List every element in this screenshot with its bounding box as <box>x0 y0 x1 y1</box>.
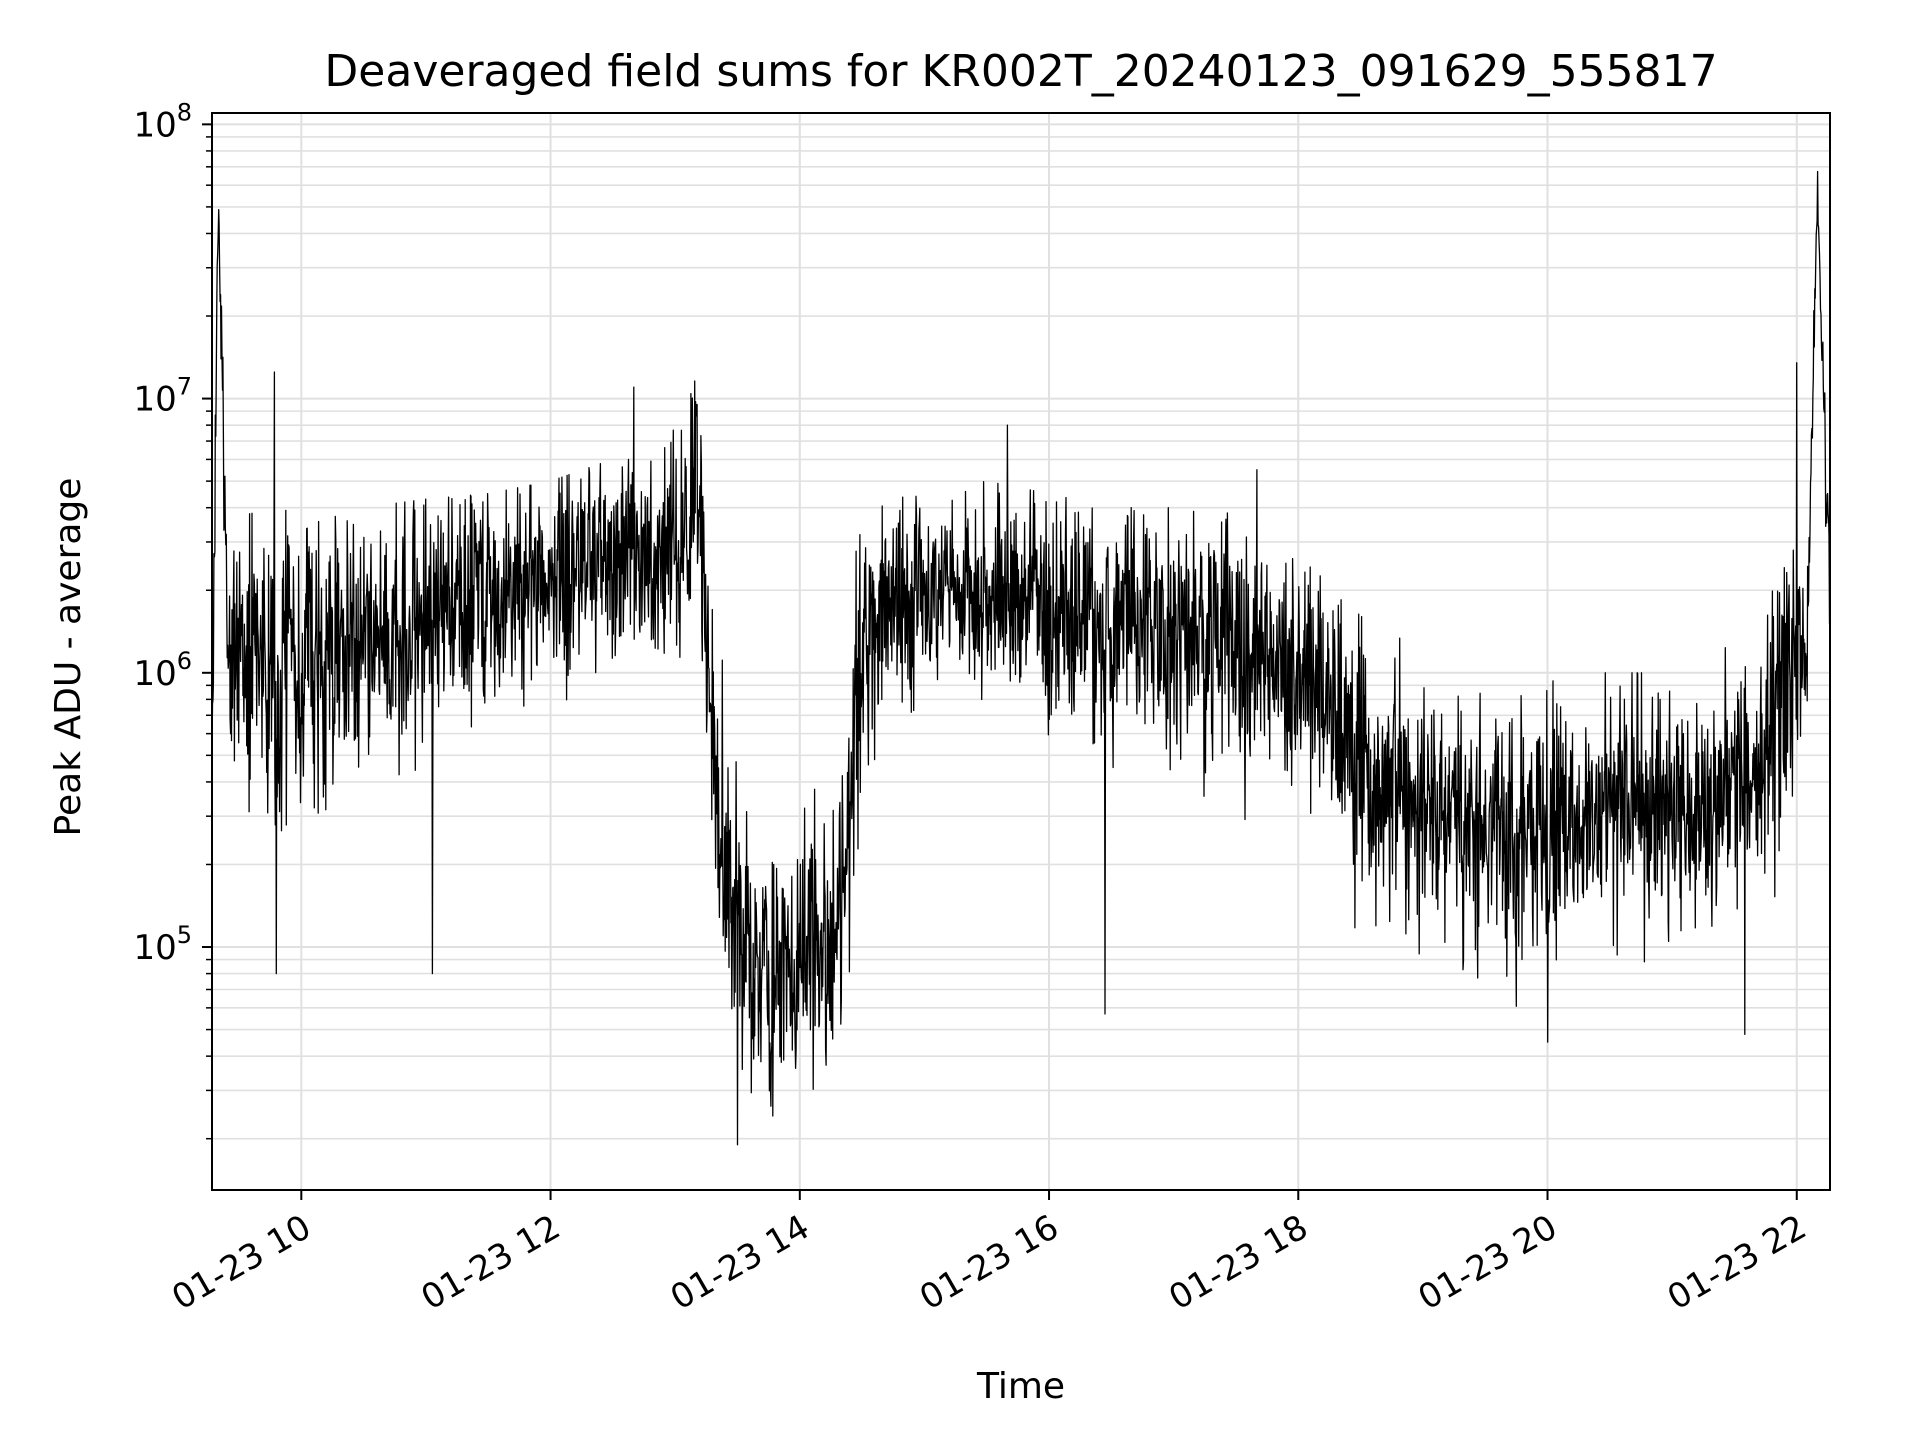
y-tick-label: 105 <box>133 921 192 968</box>
data-series-group <box>211 170 1831 1146</box>
x-axis-title: Time <box>976 1366 1065 1407</box>
plot-frame <box>211 112 1831 1191</box>
y-tick-label: 108 <box>133 98 192 145</box>
y-axis-title: Peak ADU - average <box>48 478 89 837</box>
chart-title: Deaveraged field sums for KR002T_2024012… <box>324 46 1717 97</box>
y-tick-label: 106 <box>133 647 192 694</box>
y-tick-label: 107 <box>133 373 192 420</box>
data-series-line <box>211 170 1831 1146</box>
